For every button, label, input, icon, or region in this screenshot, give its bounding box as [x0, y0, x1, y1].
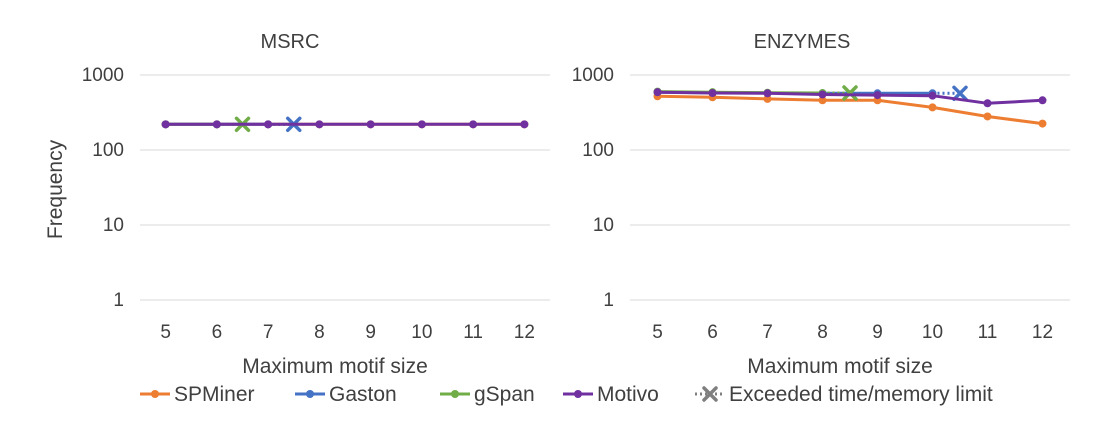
x-tick-label: 9 — [872, 322, 883, 343]
data-point — [763, 94, 772, 103]
legend-item-gspan: gSpan — [440, 383, 535, 406]
y-axis-label: Frequency — [44, 139, 67, 239]
x-tick-label: 11 — [463, 322, 483, 343]
x-axis-label: Maximum motif size — [747, 355, 933, 378]
y-tick-label: 1 — [603, 290, 614, 311]
data-point — [469, 120, 478, 129]
data-point — [818, 96, 827, 105]
y-tick-label: 10 — [103, 215, 124, 236]
data-point — [264, 120, 273, 129]
data-point — [161, 120, 170, 129]
x-axis-label: Maximum motif size — [242, 355, 428, 378]
legend-swatch-marker — [702, 386, 718, 402]
x-tick-label: 8 — [314, 322, 325, 343]
data-point — [315, 120, 324, 129]
series-spminer — [653, 92, 1047, 128]
y-tick-label: 100 — [92, 140, 124, 161]
legend-item-exceeded-time-memory-limit: Exceeded time/memory limit — [695, 383, 993, 406]
data-point — [1038, 96, 1047, 105]
data-point — [417, 120, 426, 129]
data-point — [983, 112, 992, 121]
y-tick-label: 1 — [113, 290, 124, 311]
x-tick-label: 6 — [707, 322, 718, 343]
y-tick-label: 1000 — [572, 65, 614, 86]
legend-label: Gaston — [329, 383, 397, 406]
legend-label: gSpan — [474, 383, 535, 406]
legend-item-spminer: SPMiner — [140, 383, 255, 406]
chart-enzymes: 1 10 100 1000 5 6 7 8 9 10 11 12 ENZYMES Maximum moti… — [572, 31, 1070, 378]
y-tick-label: 10 — [593, 215, 614, 236]
series-line — [657, 94, 1043, 126]
legend-item-motivo: Motivo — [563, 383, 659, 406]
exceeded-marker — [952, 85, 968, 102]
x-tick-label: 7 — [762, 322, 773, 343]
x-tick-label: 6 — [212, 322, 223, 343]
series-motivo — [653, 88, 1047, 108]
legend-item-gaston: Gaston — [295, 383, 397, 406]
exceeded-marker — [842, 85, 858, 101]
series-line — [657, 90, 1043, 105]
legend-label: SPMiner — [174, 383, 255, 406]
data-point — [818, 90, 827, 99]
data-point — [708, 89, 717, 98]
x-tick-label: 5 — [652, 322, 663, 343]
x-tick-label: 10 — [411, 322, 432, 343]
data-point — [928, 91, 937, 100]
data-point — [212, 120, 221, 129]
legend-swatch-marker — [306, 390, 314, 398]
data-point — [763, 89, 772, 98]
legend-swatch-marker — [151, 390, 159, 398]
data-point — [1038, 119, 1047, 128]
data-point — [928, 103, 937, 112]
legend-label: Motivo — [597, 383, 659, 406]
data-point — [366, 120, 375, 129]
x-tick-label: 10 — [922, 322, 943, 343]
x-tick-label: 12 — [514, 322, 535, 343]
legend-swatch-marker — [451, 390, 459, 398]
chart-title: MSRC — [261, 31, 320, 53]
legend-swatch-marker — [574, 390, 582, 398]
x-tick-label: 12 — [1032, 322, 1053, 343]
x-tick-label: 11 — [978, 322, 998, 343]
legend-label: Exceeded time/memory limit — [729, 383, 993, 406]
data-point — [653, 88, 662, 97]
legend: SPMiner Gaston gSpan Motivo Exceeded time/me… — [140, 383, 993, 406]
data-point — [520, 120, 529, 129]
series-motivo — [161, 120, 529, 129]
y-tick-label: 1000 — [82, 65, 124, 86]
y-tick-label: 100 — [582, 140, 614, 161]
data-point — [983, 99, 992, 108]
x-tick-label: 9 — [365, 322, 376, 343]
chart-msrc: 1 10 100 1000 5 6 7 8 9 10 11 12 MSRC Maximum motif s… — [44, 31, 550, 378]
x-tick-label: 8 — [817, 322, 828, 343]
x-tick-label: 7 — [263, 322, 274, 343]
data-point — [873, 91, 882, 100]
x-tick-label: 5 — [160, 322, 171, 343]
chart-title: ENZYMES — [754, 31, 851, 53]
